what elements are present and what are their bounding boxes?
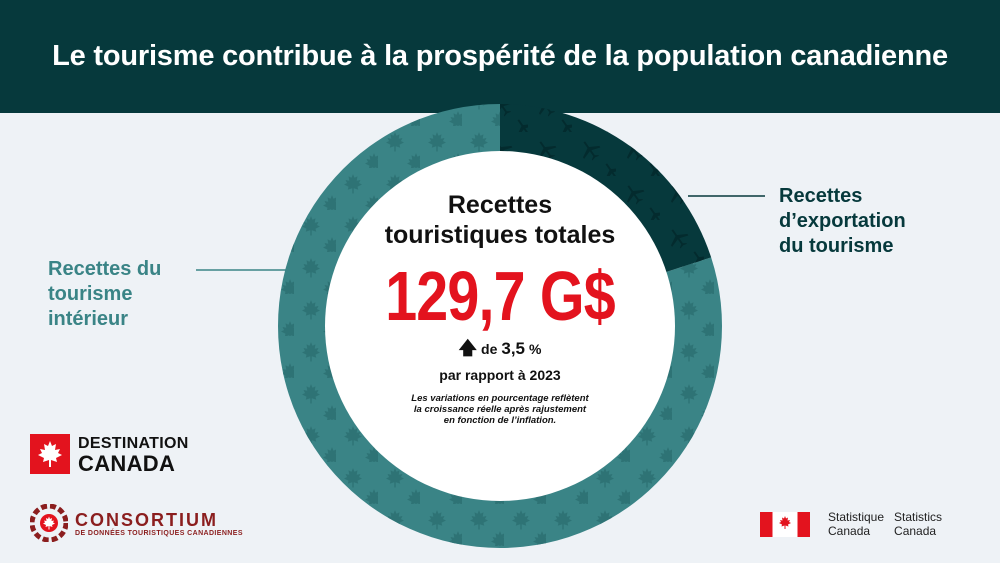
- inflation-note: Les variations en pourcentage reflètent …: [411, 393, 589, 426]
- label-export-line-3: du tourisme: [779, 235, 894, 257]
- statcan-en-line-1: Statistics: [894, 510, 943, 524]
- destination-canada-logo: DESTINATION CANADA: [30, 434, 189, 476]
- consortium-line-2: DE DONNÉES TOURISTIQUES CANADIENNES: [75, 529, 243, 537]
- arrow-up-icon: 🡅: [458, 338, 478, 358]
- statcan-logo: Statistique Canada Statistics Canada: [760, 510, 942, 538]
- change-row: 🡅 de 3,5 %: [355, 336, 645, 366]
- canada-flag-icon: [760, 511, 810, 537]
- change-unit: %: [529, 341, 542, 357]
- label-domestic: Recettes du tourisme intérieur: [48, 257, 161, 332]
- page-title: Le tourisme contribue à la prospérité de…: [52, 40, 948, 72]
- label-export-line-1: Recettes: [779, 185, 863, 207]
- statcan-fr-line-2: Canada: [828, 524, 871, 538]
- donut-hole: [325, 151, 675, 501]
- consortium-emblem-icon: [30, 504, 68, 542]
- center-title: Recettes touristiques totales: [355, 190, 645, 250]
- header-banner: Le tourisme contribue à la prospérité de…: [0, 0, 1000, 113]
- dc-logo-line-2: CANADA: [78, 451, 176, 476]
- comparison-text: par rapport à 2023: [439, 367, 561, 383]
- consortium-logo: CONSORTIUM DE DONNÉES TOURISTIQUES CANAD…: [30, 504, 243, 542]
- statcan-fr-line-1: Statistique: [828, 510, 885, 524]
- center-summary: Recettes touristiques totales 129,7 G$ 🡅…: [355, 190, 645, 426]
- dc-logo-line-1: DESTINATION: [78, 435, 189, 452]
- label-domestic-line-2: tourisme: [48, 283, 133, 305]
- maple-leaf-flag-icon: [30, 434, 70, 474]
- statcan-en-line-2: Canada: [894, 524, 937, 538]
- change-value: 3,5: [501, 339, 526, 358]
- change-prefix: de: [481, 341, 498, 357]
- label-domestic-line-1: Recettes du: [48, 258, 162, 280]
- label-export-line-2: d’exportation: [779, 210, 906, 232]
- center-title-line-2: touristiques totales: [384, 221, 616, 249]
- label-export: Recettes d’exportation du tourisme: [779, 184, 906, 259]
- consortium-line-1: CONSORTIUM: [75, 509, 218, 530]
- center-title-line-1: Recettes: [447, 191, 553, 219]
- label-domestic-line-3: intérieur: [48, 308, 129, 330]
- total-value: 129,7 G$: [385, 257, 615, 335]
